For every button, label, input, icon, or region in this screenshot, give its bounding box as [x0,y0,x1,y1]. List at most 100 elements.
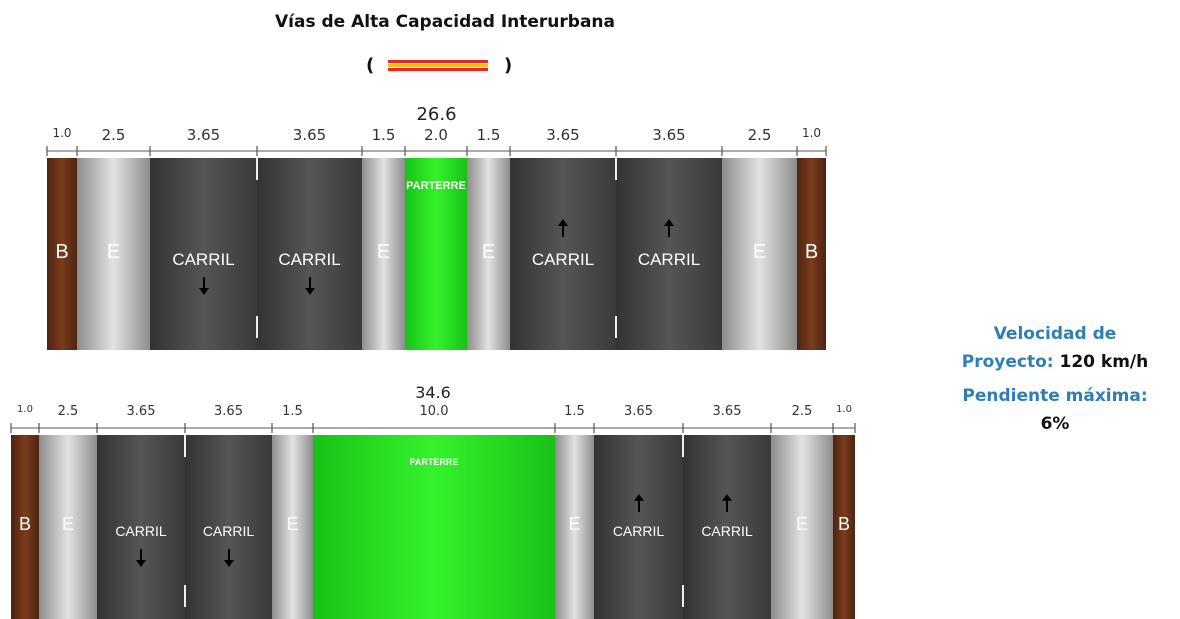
band-width-label: 2.0 [424,126,448,144]
band-width-label: 1.0 [836,404,852,415]
arrow-up-icon [664,219,674,238]
legend-symbol [388,60,488,76]
arrow-head [722,493,732,501]
legend-line-2 [388,64,488,67]
band-width-label: 3.65 [652,126,686,144]
shoulder-label: E [752,240,767,263]
speed-label-2: Proyecto: [961,352,1054,372]
berm-band [797,158,826,350]
band-width-label: 3.65 [214,404,243,419]
band-width-label: 2.5 [101,126,126,144]
band-width-label: 1.0 [17,404,33,415]
lane-label: CARRIL [612,523,665,540]
dimension-line-svg [46,146,827,156]
lane-band [97,435,185,619]
arrow-down-icon [198,277,209,296]
total-width-label: 34.6 [415,383,451,402]
shoulder-band [555,435,594,619]
band-width-label: 1.5 [564,404,585,419]
parterre-band [313,435,555,619]
lane-band [510,158,616,350]
arrow-down-icon [136,549,146,568]
speed-label-1: Velocidad de [993,324,1117,344]
lane-label: CARRIL [701,523,753,540]
legend-close-paren: ) [504,55,513,76]
lane-marking [256,158,258,180]
lane-label: CARRIL [531,250,595,270]
dimension-line-svg [10,423,856,433]
arrow-head [136,560,146,568]
design-info: Velocidad de Proyecto: 120 km/h Pendient… [930,320,1180,438]
lane-label: CARRIL [115,523,167,540]
berm-band [47,158,77,350]
band-width-label: 1.5 [476,126,501,144]
arrow-up-icon [633,493,644,512]
lane-band [616,158,722,350]
lane-label: CARRIL [172,250,235,270]
shoulder-label: E [376,240,391,263]
speed-value: 120 km/h [1059,352,1149,372]
slope-value: 6% [1040,414,1070,434]
band-width-label: 1.0 [801,126,822,140]
shoulder-label: E [795,514,808,535]
band-width-label: 1.0 [52,126,72,140]
shoulder-label: E [61,514,74,535]
legend-line-1 [388,60,488,63]
berm-band [11,435,39,619]
total-width-label: 26.6 [416,104,457,125]
berm-band [833,435,855,619]
arrow-head [304,288,315,296]
shoulder-label: E [286,514,299,535]
shoulder-label: E [106,240,121,263]
cross-section-1: 26.6 1.0 B 2.5 E 3.65 CARRIL 3.65 CARRIL 1.5 E 2.0 P… [0,104,900,350]
lane-band [150,158,257,350]
slope-label: Pendiente máxima: [962,386,1148,406]
lane-band [683,435,771,619]
shoulder-band [771,435,833,619]
band-width-label: 2.5 [747,126,772,144]
arrow-head [223,560,234,568]
lane-label: CARRIL [637,250,701,270]
band-width-label: 3.65 [546,126,580,144]
berm-label: B [18,514,31,535]
berm-label: B [837,514,850,535]
shoulder-band [272,435,313,619]
band-width-label: 1.5 [282,404,303,419]
band-width-label: 2.5 [57,404,79,419]
legend: ( ) [366,55,516,79]
lane-marking [184,585,186,607]
parterre-label: PARTERRE [406,180,466,192]
lane-band [594,435,683,619]
band-width-label: 3.65 [126,404,156,419]
arrow-head [664,219,674,227]
arrow-down-icon [304,277,315,296]
band-width-label: 3.65 [186,126,221,144]
shoulder-band [722,158,797,350]
arrow-head [198,288,209,296]
shoulder-band [467,158,510,350]
berm-label: B [804,240,819,263]
lane-label: CARRIL [278,250,341,270]
band-width-label: 10.0 [419,404,449,419]
arrow-head [633,493,644,501]
lane-band [257,158,362,350]
arrow-head [558,219,568,227]
shoulder-label: E [481,240,496,263]
lane-label: CARRIL [202,523,255,540]
lane-marking [682,585,684,607]
band-width-label: 1.5 [371,126,396,144]
parterre-band [405,158,467,350]
band-width-label: 2.5 [791,404,813,419]
cross-section-2: 34.6 1.0 B 2.5 E 3.65 CARRIL 3.65 CARRIL 1.5 E 10.0… [0,383,900,619]
band-width-label: 3.65 [712,404,742,419]
lane-marking [615,316,617,338]
shoulder-label: E [568,514,581,535]
band-width-label: 3.65 [624,404,653,419]
lane-marking [615,158,617,180]
arrow-down-icon [223,549,234,568]
arrow-up-icon [722,493,732,512]
shoulder-band [362,158,405,350]
shoulder-band [77,158,150,350]
arrow-up-icon [558,219,568,238]
shoulder-band [39,435,97,619]
